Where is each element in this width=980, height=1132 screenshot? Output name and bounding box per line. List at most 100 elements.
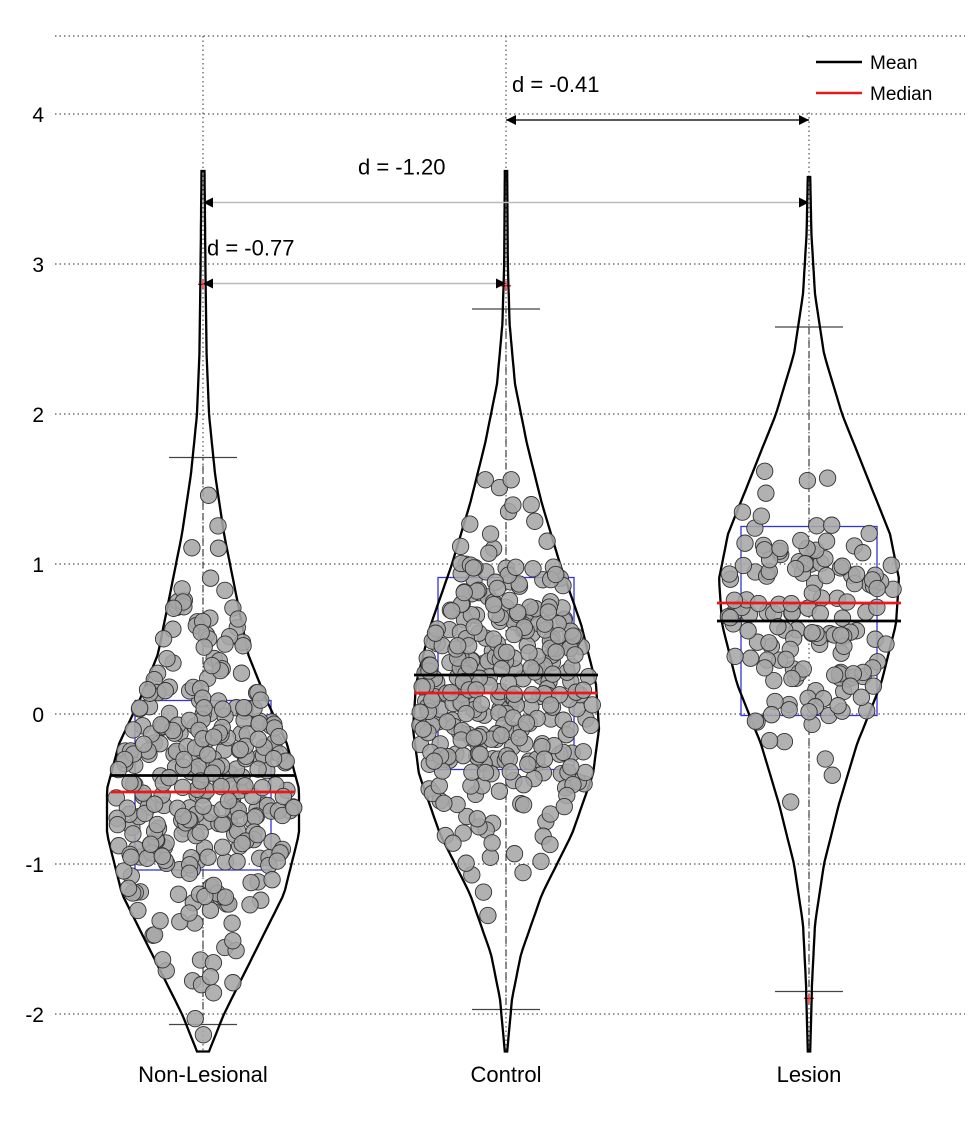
data-point <box>180 904 198 922</box>
data-point <box>444 834 462 852</box>
effect-size-label: d = -1.20 <box>358 155 445 180</box>
y-tick-label: -1 <box>25 854 44 877</box>
data-point <box>523 685 541 704</box>
violin-outline <box>411 169 601 1053</box>
data-point <box>841 677 860 695</box>
data-point <box>203 764 222 782</box>
data-point <box>216 635 234 653</box>
data-point <box>829 697 847 715</box>
data-point <box>833 557 851 575</box>
data-point <box>721 608 739 627</box>
data-point <box>480 544 498 562</box>
data-point <box>174 807 192 826</box>
data-point <box>541 696 560 714</box>
data-point <box>248 825 266 844</box>
data-point <box>541 805 559 823</box>
data-point <box>736 534 754 552</box>
comparison-arrowhead <box>799 115 809 125</box>
data-point <box>457 704 475 723</box>
data-point <box>538 532 556 550</box>
data-point <box>195 699 213 717</box>
data-point <box>823 766 841 784</box>
data-point <box>122 848 140 866</box>
effect-size-label: d = -0.77 <box>207 236 294 261</box>
data-point <box>492 726 510 744</box>
data-point <box>472 695 490 713</box>
data-point <box>241 896 259 914</box>
data-point <box>769 618 787 636</box>
data-point <box>216 581 234 600</box>
data-point <box>250 714 268 733</box>
data-point <box>561 720 579 739</box>
data-point <box>505 625 523 644</box>
data-point <box>519 755 537 774</box>
data-point <box>268 852 286 870</box>
data-point <box>760 634 778 652</box>
data-point <box>108 815 127 834</box>
data-point <box>505 845 524 863</box>
comparison-arrowhead <box>496 278 506 289</box>
data-point <box>782 793 800 811</box>
data-point <box>483 834 501 852</box>
data-point <box>566 646 584 664</box>
data-point <box>454 747 472 765</box>
data-point <box>539 603 557 621</box>
comparison-arrowhead <box>799 197 809 208</box>
data-point <box>213 815 231 833</box>
category-label: Control <box>471 1062 542 1087</box>
data-point <box>780 701 798 719</box>
data-point <box>852 688 871 706</box>
data-point <box>507 558 525 576</box>
data-point <box>823 516 841 534</box>
data-point <box>169 885 188 903</box>
data-point <box>465 729 483 747</box>
data-point <box>203 656 221 675</box>
data-point <box>726 647 744 666</box>
data-point <box>524 560 542 578</box>
data-point <box>455 583 473 602</box>
data-point <box>775 732 794 751</box>
data-point <box>464 559 483 577</box>
data-point <box>164 599 183 617</box>
data-point <box>160 769 178 787</box>
data-point <box>582 716 600 735</box>
data-point <box>224 932 242 950</box>
data-point <box>783 669 801 688</box>
data-point <box>413 678 431 696</box>
data-point <box>270 727 288 746</box>
data-point <box>481 848 500 866</box>
data-point <box>509 603 527 622</box>
data-point <box>808 517 826 535</box>
data-point <box>451 537 470 556</box>
violin-outline <box>718 175 900 1053</box>
data-point <box>479 906 497 925</box>
data-point <box>756 462 774 480</box>
data-point <box>832 626 850 644</box>
data-point <box>138 681 157 699</box>
data-point <box>481 525 500 543</box>
data-point <box>860 524 878 543</box>
data-point <box>154 630 173 648</box>
category-label: Lesion <box>777 1062 842 1087</box>
data-point <box>110 837 128 855</box>
data-point <box>204 984 223 1002</box>
data-point <box>223 914 241 932</box>
data-point <box>205 728 223 746</box>
data-point <box>847 565 866 583</box>
data-point <box>285 798 303 817</box>
y-tick-label: 0 <box>32 704 44 727</box>
y-tick-label: 4 <box>32 104 44 127</box>
data-point <box>501 763 519 781</box>
data-point <box>199 486 218 504</box>
data-point <box>233 834 251 853</box>
data-point <box>430 777 448 795</box>
data-point <box>158 649 176 668</box>
data-point <box>514 863 532 882</box>
data-point <box>246 808 264 826</box>
data-point <box>414 720 432 738</box>
data-point <box>124 825 142 843</box>
y-tick-label: 3 <box>32 254 44 277</box>
data-point <box>549 626 568 645</box>
data-point <box>216 888 235 906</box>
data-point <box>465 618 483 636</box>
